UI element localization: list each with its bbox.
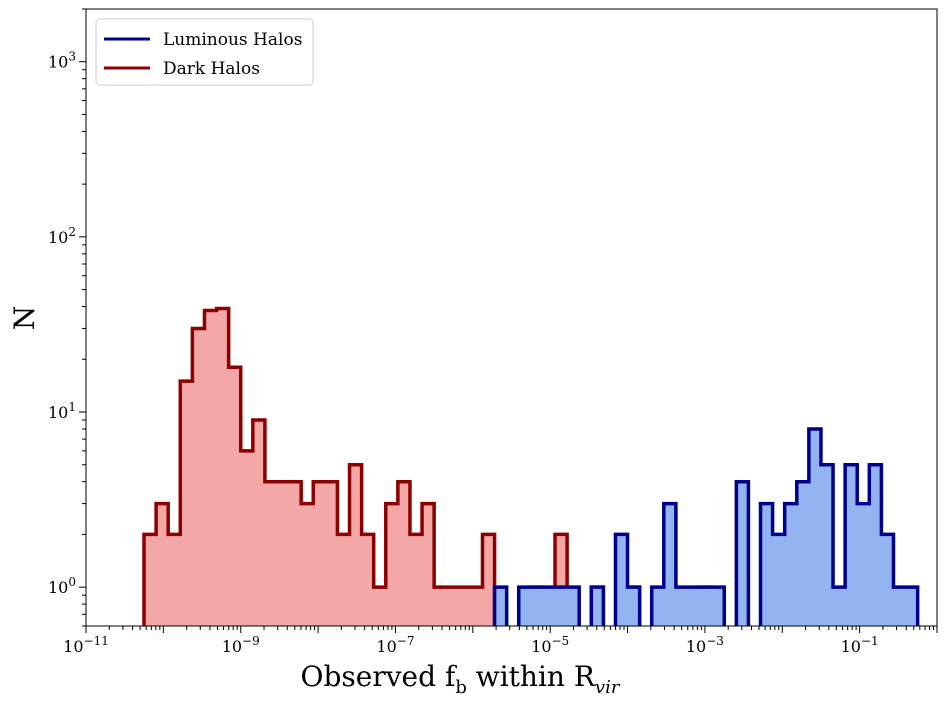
x-tick-label: 10−7: [376, 634, 414, 656]
plot-area: [142, 306, 920, 626]
series-luminous-halos: [492, 427, 920, 626]
histogram-outline: [517, 585, 581, 626]
histogram-outline: [492, 585, 509, 626]
x-axis-label: Observed fb within Rvir: [301, 660, 621, 698]
histogram-fill: [144, 308, 495, 626]
histogram-outline: [734, 479, 751, 626]
legend-label-luminous: Luminous Halos: [163, 30, 302, 50]
histogram-fill: [651, 503, 725, 626]
y-tick-label: 102: [48, 225, 76, 247]
histogram-outline: [142, 306, 497, 626]
histogram-fill: [518, 587, 580, 626]
histogram-outline: [613, 532, 642, 626]
y-tick-label: 100: [48, 575, 76, 597]
y-tick-label: 103: [48, 50, 76, 72]
x-tick-label: 10−5: [531, 634, 569, 656]
x-tick-label: 10−11: [63, 634, 109, 656]
histogram-fill: [591, 587, 604, 626]
plot-frame: [85, 8, 938, 627]
legend: Luminous Halos Dark Halos: [95, 18, 314, 86]
y-axis-label: N: [8, 306, 41, 331]
histogram-outline: [758, 427, 920, 626]
x-tick-label: 10−3: [686, 634, 724, 656]
histogram-outline: [649, 501, 726, 626]
histogram-fill: [736, 481, 749, 626]
x-tick-label: 10−9: [222, 634, 260, 656]
legend-box: [95, 18, 314, 86]
y-tick-label: 101: [48, 400, 76, 422]
histogram-fill: [760, 428, 918, 626]
histogram-outline: [553, 532, 569, 626]
axis-ticks: 10−11 10−9 10−7 10−5 10−3 10−1 100 101 102 103: [48, 8, 938, 656]
histogram-outline: [589, 585, 606, 626]
x-tick-label: 10−1: [841, 634, 879, 656]
legend-label-dark: Dark Halos: [163, 59, 260, 79]
histogram-fill: [494, 587, 507, 626]
